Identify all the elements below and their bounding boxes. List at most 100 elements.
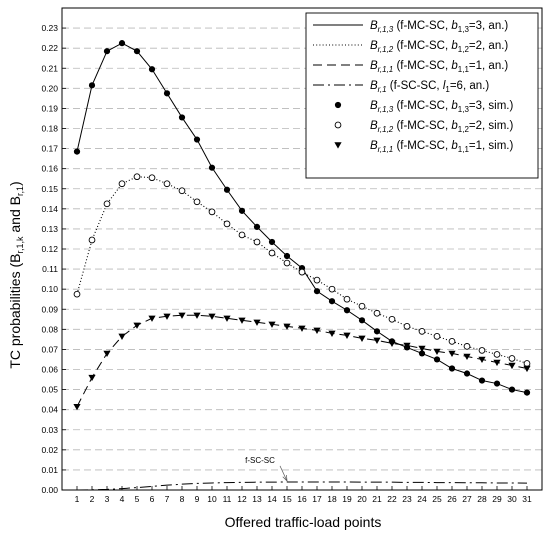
legend-marker	[334, 121, 342, 129]
x-tick-label: 30	[507, 494, 517, 504]
x-tick-label: 28	[477, 494, 487, 504]
marker-filled-circle-point	[193, 136, 201, 143]
marker-filled-triangle-down-point	[148, 315, 156, 322]
y-tick-label: 0.19	[41, 103, 58, 113]
marker-filled-circle-point	[313, 288, 321, 295]
marker-filled-circle-point	[283, 252, 291, 260]
legend-entry-5: Br,1,3 (f-MC-SC, b1,3=3, sim.)	[334, 100, 514, 114]
marker-filled-triangle-down-point	[298, 325, 306, 332]
x-tick-label: 19	[342, 494, 352, 504]
marker-filled-triangle-down-point	[358, 335, 366, 342]
legend-entry-1: Br,1,3 (f-MC-SC, b1,3=3, an.)	[313, 20, 508, 34]
marker-filled-triangle-down-point	[493, 359, 501, 367]
marker-filled-circle-point	[508, 386, 516, 393]
legend-box	[305, 12, 539, 179]
x-tick-label: 24	[417, 494, 427, 504]
marker-filled-circle-point	[418, 350, 426, 357]
marker-open-circle-point	[133, 173, 141, 181]
marker-filled-triangle-down-point	[343, 332, 351, 339]
y-axis-label-mid: and B	[7, 196, 23, 236]
x-axis-label: Offered traffic-load points	[225, 514, 382, 530]
annotation: f-SC-SC	[245, 456, 288, 482]
x-tick-label: 7	[165, 494, 170, 504]
marker-filled-circle-point	[253, 223, 261, 231]
marker-open-circle-point	[238, 231, 246, 239]
marker-filled-triangle-down-point	[478, 356, 486, 364]
marker-filled-circle-point	[448, 365, 456, 372]
marker-open-circle-point	[268, 249, 276, 257]
y-tick-label: 0.18	[41, 124, 58, 134]
y-axis-label: TC probabilities (Br,1,k and Br,1)	[7, 181, 25, 368]
marker-filled-circle-point	[163, 90, 171, 97]
y-tick-label: 0.01	[41, 465, 58, 475]
x-tick-label: 15	[282, 494, 292, 504]
marker-filled-circle-point	[73, 148, 81, 155]
y-tick-label: 0.00	[41, 485, 58, 495]
marker-open-circle-point	[223, 220, 231, 228]
legend-marker	[334, 101, 342, 109]
x-tick-label: 27	[462, 494, 472, 504]
legend-label: Br,1,1 (f-MC-SC, b1,1=1, sim.)	[370, 140, 514, 154]
marker-filled-triangle-down-point	[133, 322, 141, 329]
x-tick-label: 6	[150, 494, 155, 504]
x-tick-label: 20	[357, 494, 367, 504]
marker-open-circle-point	[283, 259, 291, 267]
y-tick-label: 0.17	[41, 144, 58, 154]
x-tick-label: 17	[312, 494, 322, 504]
marker-open-circle-point	[478, 347, 486, 354]
marker-filled-circle-point	[88, 82, 96, 89]
legend-label: Br,1,1 (f-MC-SC, b1,1=1, an.)	[370, 60, 508, 74]
y-tick-label: 0.13	[41, 224, 58, 234]
y-tick-label: 0.21	[41, 63, 58, 73]
y-axis-label-sub2: r,1	[15, 186, 25, 196]
x-tick-label: 10	[207, 494, 217, 504]
marker-open-circle-point	[373, 309, 381, 317]
marker-filled-triangle-down-point	[178, 312, 186, 319]
y-tick-label: 0.11	[42, 264, 58, 274]
y-tick-label: 0.06	[41, 365, 58, 375]
marker-filled-circle-point	[478, 377, 486, 384]
y-tick-label: 0.10	[41, 284, 58, 294]
marker-filled-triangle-down-point	[163, 313, 171, 320]
marker-open-circle-point	[73, 290, 81, 298]
legend-label: Br,1,2 (f-MC-SC, b1,2=2, an.)	[370, 40, 508, 54]
x-tick-label: 5	[135, 494, 140, 504]
marker-open-circle-point	[163, 180, 171, 188]
y-tick-label: 0.05	[41, 385, 58, 395]
legend-entry-4: Br,1 (f-SC-SC, l1=6, an.)	[313, 80, 489, 94]
marker-filled-circle-point	[373, 328, 381, 335]
x-tick-label: 8	[180, 494, 185, 504]
marker-open-circle-point	[403, 322, 411, 330]
y-tick-label: 0.14	[41, 204, 58, 214]
marker-open-circle-point	[118, 180, 126, 188]
x-tick-label: 11	[223, 494, 232, 504]
marker-open-circle-point	[358, 302, 366, 310]
legend-label: Br,1,3 (f-MC-SC, b1,3=3, sim.)	[370, 100, 514, 114]
marker-open-circle-point	[208, 208, 216, 216]
marker-open-circle-point	[148, 174, 156, 182]
marker-filled-triangle-down-point	[403, 342, 411, 349]
y-tick-label: 0.16	[41, 164, 58, 174]
marker-filled-triangle-down-point	[73, 403, 81, 411]
x-tick-label: 21	[372, 494, 382, 504]
x-tick-label: 1	[75, 494, 80, 504]
y-tick-label: 0.07	[41, 344, 58, 354]
marker-open-circle-point	[253, 238, 261, 246]
y-tick-label: 0.15	[41, 184, 58, 194]
x-tick-label: 26	[447, 494, 457, 504]
y-axis-ticks: 0.00 0.01 0.02 0.03 0.04 0.05 0.06 0.07 0.08 0.09…	[41, 23, 66, 495]
marker-filled-triangle-down-point	[373, 337, 381, 344]
marker-filled-circle-point	[493, 380, 501, 387]
x-tick-label: 18	[327, 494, 337, 504]
marker-filled-circle-point	[328, 298, 336, 305]
marker-open-circle-point	[343, 295, 351, 303]
marker-open-circle-point	[388, 315, 396, 323]
x-tick-label: 31	[522, 494, 532, 504]
marker-open-circle-point	[103, 200, 111, 208]
annotation-arrow	[279, 465, 288, 482]
marker-open-circle-point	[493, 351, 501, 358]
marker-filled-triangle-down-point	[88, 374, 96, 382]
marker-filled-circle-point	[343, 307, 351, 314]
y-tick-label: 0.23	[41, 23, 58, 33]
